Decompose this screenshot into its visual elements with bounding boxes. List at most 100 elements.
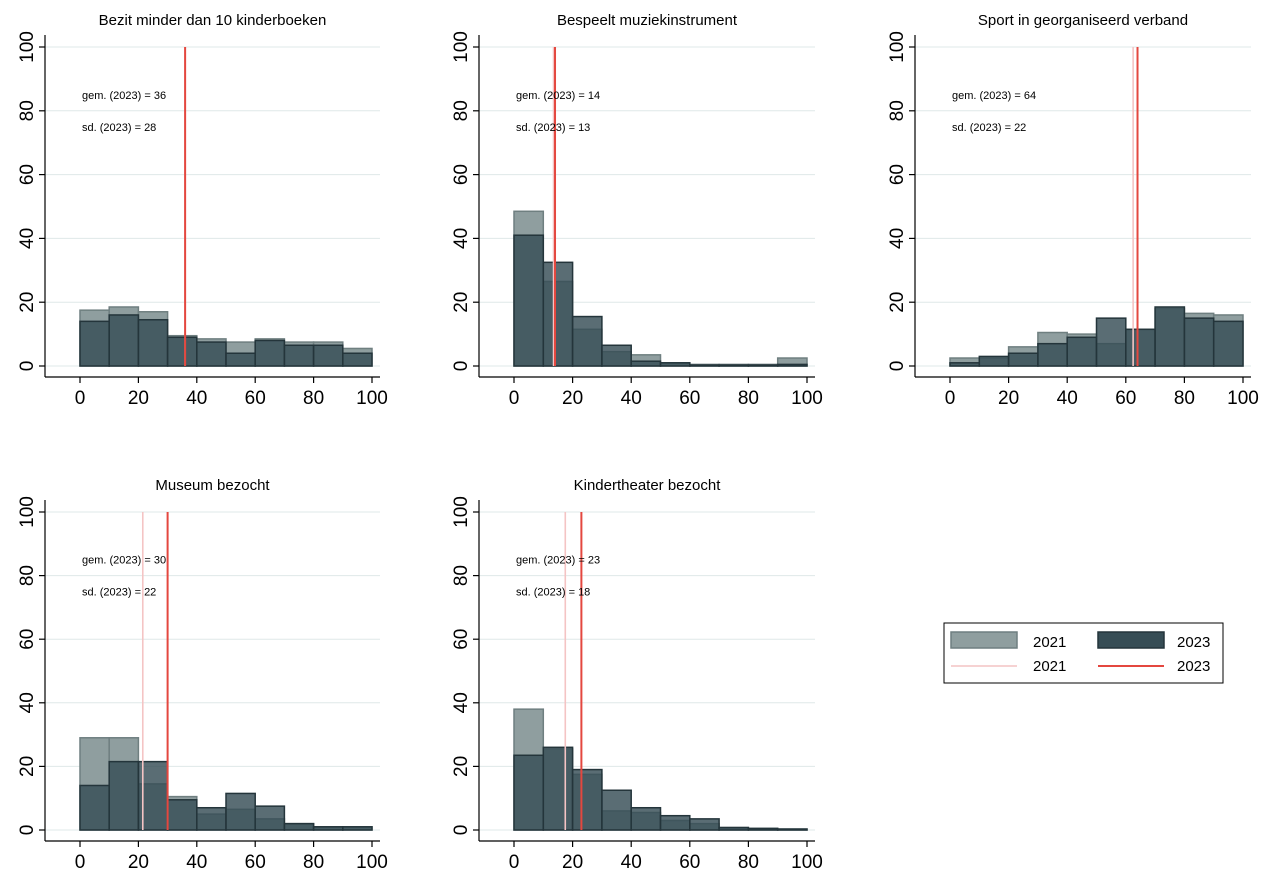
x-tick-label: 80 bbox=[738, 388, 759, 409]
bar-2023 bbox=[225, 792, 256, 831]
bar-2023 bbox=[108, 314, 140, 367]
x-tick-label: 0 bbox=[75, 852, 86, 873]
bar-2023 bbox=[689, 364, 720, 367]
bar-2023 bbox=[978, 355, 1010, 367]
y-tick-label: 60 bbox=[451, 164, 472, 185]
x-tick-label: 20 bbox=[562, 852, 583, 873]
y-tick-label: 80 bbox=[17, 100, 38, 121]
legend-item-bar-2021: 2021 bbox=[950, 631, 1066, 651]
bar-2023 bbox=[542, 261, 574, 367]
x-tick-label: 20 bbox=[128, 852, 149, 873]
bar-2023 bbox=[513, 754, 545, 831]
annotation-mean: gem. (2023) = 64 bbox=[952, 90, 1036, 102]
x-tick-label: 40 bbox=[186, 852, 207, 873]
y-tick-label: 40 bbox=[451, 228, 472, 249]
x-tick-label: 20 bbox=[998, 388, 1019, 409]
annotation-mean: gem. (2023) = 14 bbox=[516, 90, 600, 102]
y-tick-label: 0 bbox=[451, 825, 472, 836]
y-tick-label: 40 bbox=[451, 692, 472, 713]
y-tick-label: 40 bbox=[17, 228, 38, 249]
bar-2023 bbox=[949, 362, 981, 367]
histogram-panel-2: 0 20 40 60 80 100 0 20 40 60 80 100 Bespeelt muzieki… bbox=[451, 12, 823, 409]
x-tick-label: 60 bbox=[679, 852, 700, 873]
bar-2023 bbox=[601, 344, 632, 367]
bar-2023 bbox=[776, 363, 808, 367]
x-tick-label: 80 bbox=[1174, 388, 1195, 409]
bar-2023 bbox=[225, 352, 256, 367]
y-tick-label: 100 bbox=[451, 31, 472, 63]
annotation-sd: sd. (2023) = 22 bbox=[952, 122, 1026, 134]
y-tick-label: 0 bbox=[451, 361, 472, 372]
bar-2023 bbox=[630, 806, 662, 831]
bar-2023 bbox=[166, 799, 198, 831]
bar-2023 bbox=[254, 339, 286, 367]
x-tick-label: 0 bbox=[75, 388, 86, 409]
y-tick-label: 60 bbox=[887, 164, 908, 185]
x-tick-label: 100 bbox=[1227, 388, 1259, 409]
annotation-sd: sd. (2023) = 18 bbox=[516, 587, 590, 599]
bar-2023 bbox=[513, 234, 545, 367]
panels: 0 20 40 60 80 100 0 20 40 60 80 100 Bezit minder dan… bbox=[17, 12, 1259, 873]
bar-2023 bbox=[630, 360, 662, 367]
bar-2023 bbox=[137, 318, 169, 367]
bar-2023 bbox=[166, 336, 198, 367]
bar-2023 bbox=[659, 362, 691, 367]
x-tick-label: 100 bbox=[356, 388, 388, 409]
panel-title: Kindertheater bezocht bbox=[574, 477, 722, 494]
histogram-panel-1: 0 20 40 60 80 100 0 20 40 60 80 100 Bezit minder dan… bbox=[17, 12, 388, 409]
legend-swatch-bar bbox=[1097, 631, 1165, 649]
panel-title: Bespeelt muziekinstrument bbox=[557, 12, 738, 29]
bar-2023 bbox=[1066, 336, 1098, 367]
y-tick-label: 0 bbox=[887, 361, 908, 372]
bar-2023 bbox=[571, 768, 603, 831]
x-tick-label: 20 bbox=[128, 388, 149, 409]
y-tick-label: 100 bbox=[17, 31, 38, 63]
histogram-panel-5: 0 20 40 60 80 100 0 20 40 60 80 100 Kindertheater be… bbox=[451, 477, 823, 873]
x-tick-label: 80 bbox=[303, 388, 324, 409]
y-tick-label: 80 bbox=[451, 100, 472, 121]
bar-2023 bbox=[1212, 320, 1244, 367]
legend-label: 2023 bbox=[1177, 658, 1210, 675]
bar-2023 bbox=[196, 806, 227, 831]
bar-2023 bbox=[718, 826, 750, 831]
legend-label: 2021 bbox=[1033, 634, 1066, 651]
x-tick-label: 40 bbox=[621, 852, 642, 873]
annotation-mean: gem. (2023) = 36 bbox=[82, 90, 166, 102]
bar-2023 bbox=[283, 822, 315, 831]
y-tick-label: 0 bbox=[17, 361, 38, 372]
bar-2023 bbox=[283, 344, 315, 367]
histogram-panel-3: 0 20 40 60 80 100 0 20 40 60 80 100 Sport in georgan… bbox=[887, 12, 1259, 409]
x-tick-label: 0 bbox=[509, 852, 520, 873]
bar-2023 bbox=[659, 814, 691, 831]
x-tick-label: 60 bbox=[679, 388, 700, 409]
y-tick-label: 20 bbox=[17, 756, 38, 777]
y-tick-label: 40 bbox=[17, 692, 38, 713]
x-tick-label: 40 bbox=[1057, 388, 1078, 409]
legend-swatch-bar bbox=[950, 631, 1018, 649]
y-tick-label: 80 bbox=[451, 565, 472, 586]
y-tick-label: 20 bbox=[17, 292, 38, 313]
legend-item-bar-2023: 2023 bbox=[1097, 631, 1210, 651]
panel-title: Sport in georganiseerd verband bbox=[978, 12, 1188, 29]
y-tick-label: 100 bbox=[887, 31, 908, 63]
x-tick-label: 100 bbox=[791, 852, 823, 873]
bar-2023 bbox=[312, 826, 344, 831]
x-tick-label: 80 bbox=[738, 852, 759, 873]
legend-item-line-2021: 2021 bbox=[951, 658, 1066, 675]
bar-2023 bbox=[1183, 317, 1215, 367]
y-tick-label: 100 bbox=[451, 496, 472, 528]
bar-2023 bbox=[747, 364, 779, 367]
y-tick-label: 40 bbox=[887, 228, 908, 249]
bar-2023 bbox=[571, 315, 603, 367]
bar-2023 bbox=[342, 826, 373, 831]
y-tick-label: 20 bbox=[451, 292, 472, 313]
y-tick-label: 80 bbox=[17, 565, 38, 586]
bar-2023 bbox=[776, 828, 808, 831]
panel-title: Museum bezocht bbox=[155, 477, 270, 494]
y-tick-label: 60 bbox=[451, 629, 472, 650]
legend-label: 2021 bbox=[1033, 658, 1066, 675]
bar-2023 bbox=[601, 789, 632, 831]
x-tick-label: 40 bbox=[186, 388, 207, 409]
bar-2023 bbox=[1095, 317, 1127, 367]
